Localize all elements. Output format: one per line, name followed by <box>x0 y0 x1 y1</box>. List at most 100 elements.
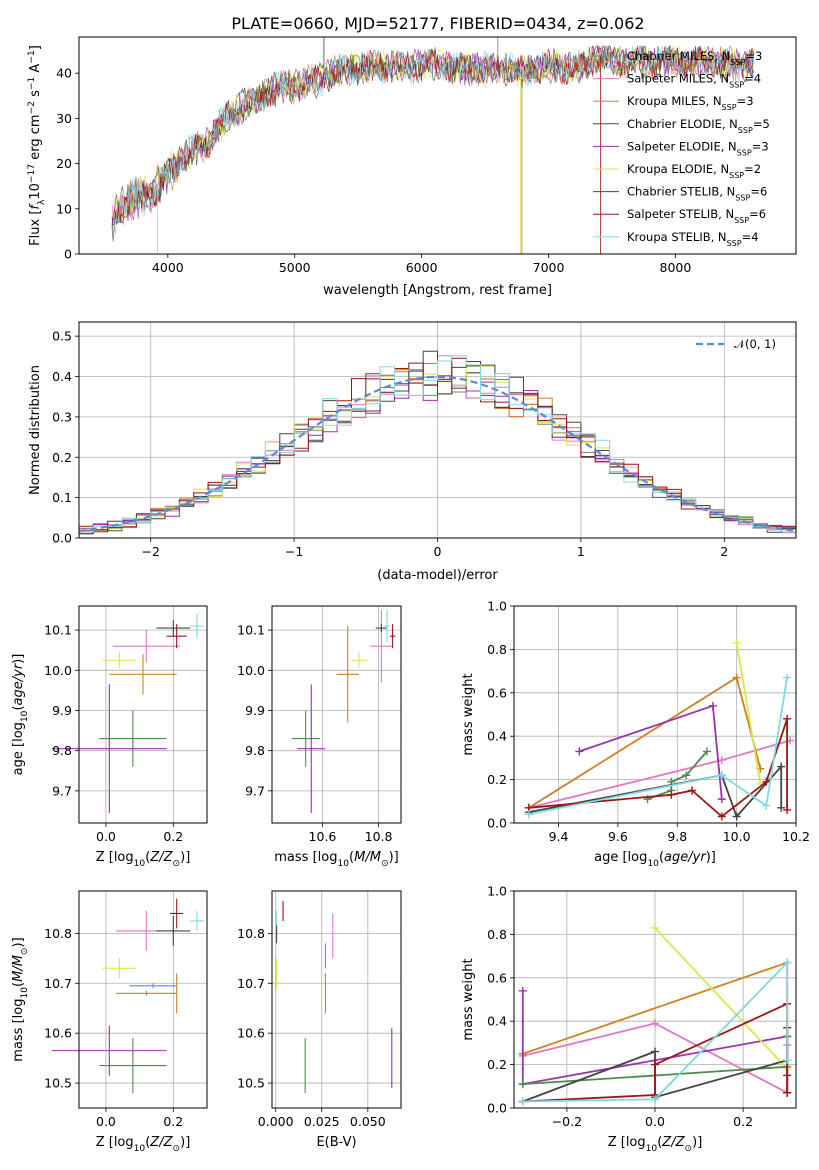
y-tick-label: 10.8 <box>237 926 265 941</box>
axes-frame <box>271 605 402 824</box>
weight-marker <box>651 923 659 932</box>
legend-entry: Chabrier MILES, NSSP=3 <box>627 49 762 67</box>
age-vs-mass-panel: 10.6 10.8 9.7 9.8 9.9 10.0 10.1 mass [log10(M/M… <box>237 605 402 869</box>
x-tick-label: 0.2 <box>163 829 183 844</box>
y-tick-label: 0.0 <box>52 531 72 546</box>
y-tick-label: 10 <box>56 201 72 216</box>
y-tick-label: 0.0 <box>487 1101 507 1116</box>
weight-marker <box>783 673 792 682</box>
weight-marker <box>518 1097 527 1106</box>
x-axis-label: Z [log10(Z/Z⊙)] <box>96 1135 191 1154</box>
weight-marker <box>783 1088 792 1097</box>
y-tick-label: 0.4 <box>487 1014 507 1029</box>
x-tick-label: 0.2 <box>733 1114 753 1129</box>
y-axis-label: Flux [fλ10−17 erg cm−2 s−1 A−1] <box>27 45 47 246</box>
y-tick-label: 1.0 <box>487 884 507 899</box>
x-tick-label: 10.0 <box>723 829 751 844</box>
y-axis-label: age [log10(age/yr)] <box>11 654 30 776</box>
y-tick-label: 20 <box>56 156 72 171</box>
weight-marker <box>708 701 717 710</box>
x-axis-label: Z [log10(Z/Z⊙)] <box>608 1135 703 1154</box>
weight-marker <box>518 986 527 995</box>
x-axis-label: (data-model)/error <box>377 568 498 583</box>
spectrum-line <box>111 45 755 235</box>
residuals-legend: 𝒩(0, 1) <box>696 337 776 351</box>
gaussian-curve <box>78 375 797 532</box>
weight-marker <box>783 805 792 814</box>
y-axis-label: Normed distribution <box>28 365 43 495</box>
spectrum-panel: 4000 5000 6000 7000 8000 0 10 20 30 40 wavelength … <box>27 36 797 298</box>
mass-vs-Z-panel: 0.0 0.2 10.5 10.6 10.7 10.8 Z [log10(Z/Z⊙)] mas… <box>11 890 208 1154</box>
weight-marker <box>762 777 771 786</box>
legend-entry: Kroupa STELIB, NSSP=4 <box>627 230 759 248</box>
x-tick-label: 0.000 <box>258 1114 294 1129</box>
axes-frame <box>78 36 797 255</box>
y-tick-label: 9.9 <box>52 703 72 718</box>
legend-entry: 𝒩(0, 1) <box>734 337 776 351</box>
axes-frame <box>78 890 208 1109</box>
legend-entry: Chabrier STELIB, NSSP=6 <box>627 185 767 203</box>
weight-marker <box>702 747 711 756</box>
x-tick-label: 0.0 <box>96 1114 116 1129</box>
spectrum-line <box>111 45 755 226</box>
x-tick-label: −1 <box>285 544 303 559</box>
weight-marker <box>762 801 771 810</box>
weight-marker <box>651 1060 659 1069</box>
weight-marker <box>524 810 533 819</box>
x-tick-label: −0.2 <box>552 1114 582 1129</box>
y-tick-label: 30 <box>56 111 72 126</box>
y-tick-label: 9.8 <box>52 743 72 758</box>
y-tick-label: 0.2 <box>52 450 72 465</box>
weight-marker <box>717 771 726 780</box>
weight-marker <box>651 1019 659 1028</box>
y-tick-label: 10.7 <box>44 976 72 991</box>
axes-frame <box>271 890 402 1109</box>
x-tick-label: 4000 <box>152 260 184 275</box>
x-tick-label: 9.4 <box>549 829 569 844</box>
weight-vs-age-panel: 9.4 9.6 9.8 10.0 10.2 0.0 0.2 0.4 0.6 0.8 1.0 age [… <box>461 599 810 870</box>
y-tick-label: 9.7 <box>52 783 72 798</box>
weight-marker <box>717 756 726 765</box>
x-axis-label: mass [log10(M/M⊙)] <box>274 850 398 869</box>
spectrum-line <box>111 45 755 224</box>
histogram-step <box>79 355 796 533</box>
y-tick-label: 9.8 <box>245 743 265 758</box>
x-tick-label: 0.025 <box>304 1114 340 1129</box>
age-vs-Z-panel: 0.0 0.2 9.7 9.8 9.9 10.0 10.1 Z [log10(Z/Z⊙)] ag… <box>11 605 208 869</box>
weight-marker <box>777 762 786 771</box>
y-tick-label: 10.0 <box>237 663 265 678</box>
x-tick-label: 0.050 <box>350 1114 386 1129</box>
y-axis-label: mass [log10(M/M⊙)] <box>11 937 30 1061</box>
y-tick-label: 0 <box>64 247 72 262</box>
x-axis-label: E(B-V) <box>316 1135 356 1150</box>
y-tick-label: 9.7 <box>245 783 265 798</box>
spectrum-line <box>111 45 755 242</box>
weight-line <box>528 677 788 816</box>
x-tick-label: 10.2 <box>782 829 810 844</box>
axes-frame <box>78 605 208 824</box>
y-tick-label: 10.5 <box>237 1076 265 1091</box>
weight-vs-Z-panel: −0.2 0.0 0.2 0.0 0.2 0.4 0.6 0.8 1.0 Z [log10(Z/Z… <box>461 884 797 1154</box>
x-tick-label: 10.8 <box>365 829 393 844</box>
y-tick-label: 0.2 <box>487 772 507 787</box>
weight-marker <box>651 1047 659 1056</box>
weight-line <box>654 927 788 1070</box>
y-tick-label: 9.9 <box>245 703 265 718</box>
y-axis-label: mass weight <box>461 958 476 1040</box>
y-tick-label: 10.7 <box>237 976 265 991</box>
weight-marker <box>732 812 741 821</box>
weight-marker <box>682 771 691 780</box>
x-tick-label: 1 <box>577 544 585 559</box>
x-tick-label: 5000 <box>279 260 311 275</box>
x-axis-label: wavelength [Angstrom, rest frame] <box>323 283 552 298</box>
x-tick-label: 0.2 <box>163 1114 183 1129</box>
y-tick-label: 1.0 <box>487 599 507 614</box>
y-tick-label: 0.1 <box>52 490 72 505</box>
weight-marker <box>717 795 726 804</box>
legend-entry: Chabrier ELODIE, NSSP=5 <box>627 117 770 135</box>
weight-marker <box>518 1080 527 1089</box>
y-tick-label: 0.3 <box>52 409 72 424</box>
y-tick-label: 40 <box>56 66 72 81</box>
y-tick-label: 10.1 <box>237 623 265 638</box>
